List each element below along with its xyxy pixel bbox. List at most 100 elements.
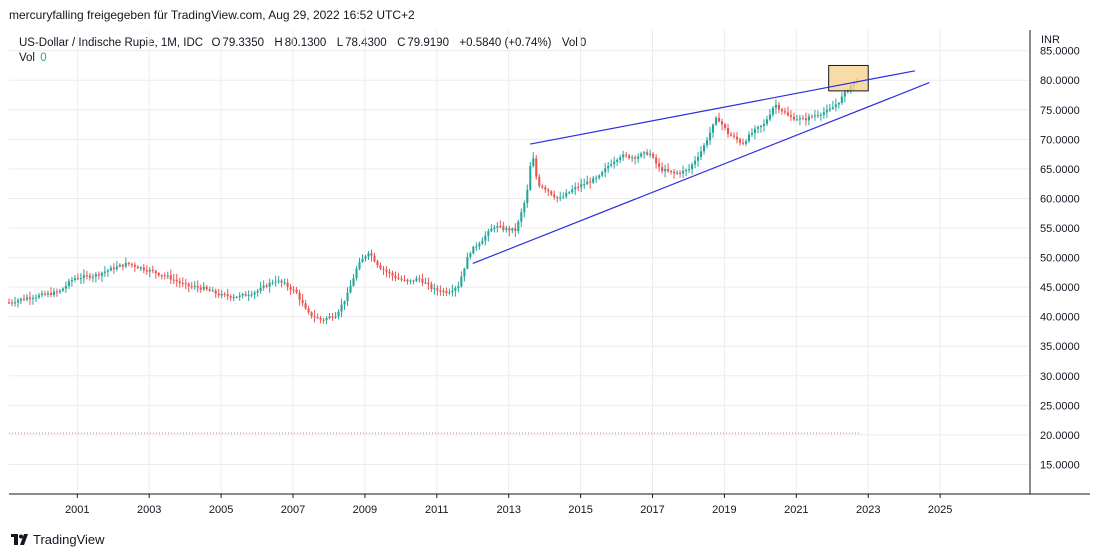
candle-body [388, 271, 391, 273]
candle-body [358, 261, 361, 269]
x-tick-label: 2023 [856, 504, 880, 516]
x-tick-label: 2019 [712, 504, 736, 516]
candle-body [67, 281, 70, 286]
candle-body [676, 172, 679, 174]
candle-body [454, 288, 457, 291]
y-tick-label: 40.0000 [1040, 312, 1080, 324]
y-tick-label: 15.0000 [1040, 459, 1080, 471]
x-tick-label: 2011 [425, 504, 449, 516]
candle-body [556, 197, 559, 199]
x-tick-label: 2021 [784, 504, 808, 516]
candle-body [40, 293, 44, 296]
candle-body [394, 275, 397, 279]
candle-body [840, 96, 843, 103]
candle-body [729, 134, 733, 136]
candle-body [37, 295, 41, 298]
candle-body [451, 290, 454, 293]
candle-body [753, 128, 757, 134]
publisher-line: mercuryfalling freigegeben für TradingVi… [9, 8, 415, 22]
candle-body [697, 156, 700, 161]
candle-body [397, 278, 400, 280]
candle-body [493, 227, 496, 229]
x-tick-label: 2015 [568, 504, 592, 516]
candle-body [562, 196, 565, 198]
candle-body [466, 256, 469, 269]
candle-body [777, 104, 780, 110]
legend-high: 80.1300 [284, 37, 327, 49]
candle-body [490, 228, 493, 232]
y-tick-label: 25.0000 [1040, 400, 1080, 412]
candle-body [774, 104, 777, 108]
candle-body [382, 268, 385, 270]
candle-body [28, 297, 32, 299]
candle-body [379, 265, 382, 269]
candle-body [325, 318, 328, 321]
candle-body [819, 114, 822, 116]
candle-body [807, 116, 810, 121]
candle-body [604, 168, 607, 173]
candle-body [91, 276, 94, 278]
candle-body [798, 118, 801, 120]
candle-body [433, 288, 436, 290]
candle-body [631, 157, 634, 159]
candle-body [795, 119, 798, 121]
candle-body [199, 287, 202, 290]
candle-body [813, 115, 816, 117]
legend-vol-row-label[interactable]: Vol [19, 52, 35, 64]
candle-body [409, 280, 412, 282]
legend-close: 79.9190 [407, 37, 449, 49]
candle-body [577, 187, 580, 189]
candle-body [10, 302, 14, 304]
candle-body [238, 295, 241, 298]
candle-body [457, 286, 460, 289]
candle-body [385, 269, 388, 272]
candle-body [607, 165, 610, 169]
y-tick-label: 75.0000 [1040, 105, 1080, 117]
candle-body [349, 285, 352, 293]
candle-body [613, 161, 616, 165]
candle-body [70, 279, 73, 282]
candle-body [76, 278, 79, 280]
candle-body [205, 286, 208, 290]
candle-body [412, 280, 415, 282]
candle-body [436, 288, 439, 291]
candle-body [253, 292, 256, 295]
candle-body [517, 221, 520, 231]
legend-symbol[interactable]: US-Dollar / Indische Rupie, 1M, IDC [19, 37, 204, 49]
candle-body [535, 158, 538, 177]
y-tick-label: 55.0000 [1040, 223, 1080, 235]
candle-body [376, 261, 379, 266]
candle-body [780, 109, 783, 112]
candle-body [34, 297, 38, 299]
candle-body [277, 280, 280, 282]
y-tick-label: 70.0000 [1040, 134, 1080, 146]
candle-body [625, 154, 628, 156]
candle-body [46, 293, 49, 295]
candle-body [463, 268, 466, 277]
candle-body [250, 294, 253, 296]
candle-body [361, 258, 364, 262]
tradingview-brand[interactable]: TradingView [11, 532, 105, 547]
candle-body [643, 152, 646, 154]
candle-body [771, 107, 775, 115]
candle-body [154, 270, 157, 274]
candle-body [244, 294, 247, 296]
candle-body [223, 293, 226, 295]
candle-body [319, 317, 322, 320]
candle-body [679, 172, 682, 174]
candle-body [52, 291, 55, 295]
candle-body [64, 285, 67, 289]
candle-body [526, 189, 529, 204]
candle-body [58, 290, 61, 292]
candle-body [628, 155, 631, 158]
candle-body [130, 263, 133, 265]
candle-body [301, 299, 304, 304]
candle-body [801, 118, 804, 120]
candle-body [610, 164, 613, 166]
candle-body [520, 212, 523, 222]
candle-body [472, 246, 475, 254]
y-tick-label: 45.0000 [1040, 282, 1080, 294]
candle-body [190, 286, 193, 288]
candle-body [289, 286, 292, 290]
